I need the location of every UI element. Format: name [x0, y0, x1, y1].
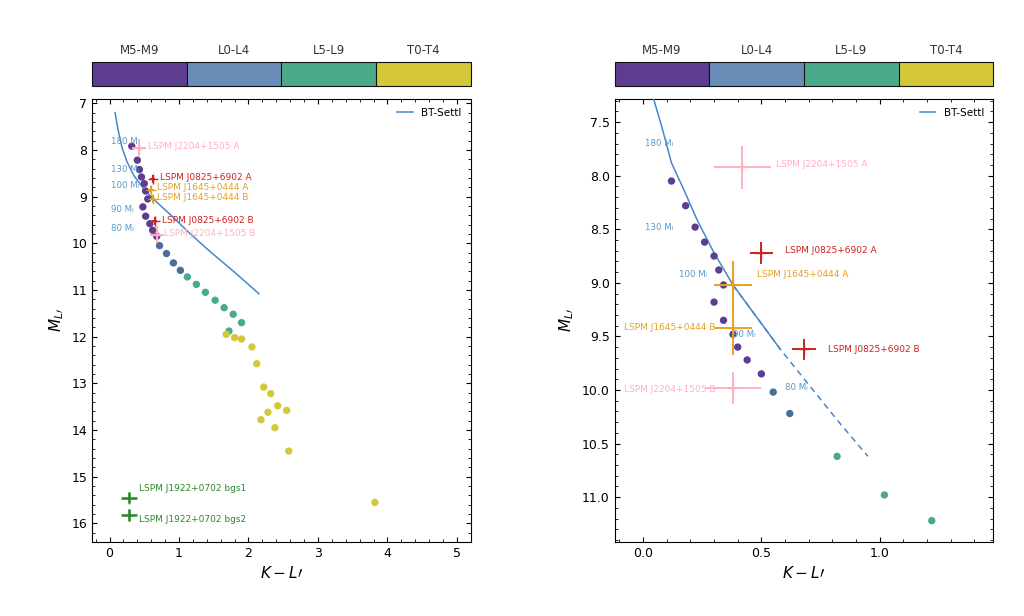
Point [131, 164, 147, 174]
Point [754, 369, 770, 379]
Text: LSPM J1645+0444 B: LSPM J1645+0444 B [624, 323, 716, 332]
Point [221, 326, 238, 336]
Point [135, 202, 152, 212]
Text: M5-M9: M5-M9 [120, 44, 160, 57]
Point [188, 280, 205, 290]
Point [924, 516, 940, 525]
Point [678, 201, 694, 211]
Text: LSPM J1922+0702 bgs2: LSPM J1922+0702 bgs2 [138, 515, 246, 524]
Y-axis label: $M_{L\prime}$: $M_{L\prime}$ [558, 309, 577, 332]
Point [262, 389, 279, 399]
Text: L0-L4: L0-L4 [740, 44, 773, 57]
Point [233, 334, 250, 344]
Point [739, 355, 756, 365]
X-axis label: $K - L\prime$: $K - L\prime$ [260, 565, 303, 582]
Point [244, 342, 260, 352]
Point [260, 407, 276, 417]
Point [136, 179, 153, 188]
Text: 100 Mₗ: 100 Mₗ [111, 181, 139, 190]
Legend: BT-Settl: BT-Settl [915, 103, 988, 122]
Point [664, 176, 680, 186]
Point [281, 446, 297, 456]
Text: M5-M9: M5-M9 [642, 44, 682, 57]
Point [144, 225, 161, 235]
Text: 100 Mₗ: 100 Mₗ [679, 270, 707, 279]
Point [687, 222, 703, 232]
Point [137, 211, 154, 221]
Point [279, 405, 295, 415]
Text: LSPM J2204+1505 B: LSPM J2204+1505 B [164, 229, 255, 238]
Point [716, 280, 732, 290]
Text: 180 Mₗ: 180 Mₗ [645, 139, 674, 148]
Point [124, 141, 140, 151]
Point [877, 490, 893, 500]
Point [266, 423, 283, 432]
Point [133, 172, 150, 182]
Text: 80 Mₗ: 80 Mₗ [111, 224, 134, 233]
Text: T0-T4: T0-T4 [408, 44, 439, 57]
Point [706, 251, 722, 261]
Point [696, 237, 713, 247]
Point [218, 330, 234, 339]
Point [225, 309, 242, 319]
Text: 90 Mₗ: 90 Mₗ [733, 330, 756, 339]
Text: LSPM J0825+6902 B: LSPM J0825+6902 B [162, 216, 253, 225]
Point [765, 387, 781, 397]
Point [269, 401, 286, 411]
Point [141, 219, 158, 229]
Text: LSPM J1645+0444 A: LSPM J1645+0444 A [157, 183, 248, 192]
Point [711, 265, 727, 275]
Text: L0-L4: L0-L4 [218, 44, 250, 57]
Point [152, 241, 168, 251]
Text: L5-L9: L5-L9 [312, 44, 345, 57]
Point [198, 288, 214, 298]
Point [725, 330, 741, 339]
Text: LSPM J1645+0444 A: LSPM J1645+0444 A [757, 270, 848, 279]
Y-axis label: $M_{L\prime}$: $M_{L\prime}$ [47, 309, 66, 332]
Legend: BT-Settl: BT-Settl [393, 103, 466, 122]
Point [828, 452, 845, 461]
Text: 80 Mₗ: 80 Mₗ [785, 383, 808, 392]
Point [367, 498, 383, 508]
Text: 180 Mₗ: 180 Mₗ [111, 137, 139, 146]
Text: LSPM J0825+6902 A: LSPM J0825+6902 A [160, 174, 251, 182]
Point [249, 359, 265, 368]
Text: LSPM J0825+6902 A: LSPM J0825+6902 A [785, 246, 877, 255]
Point [172, 265, 188, 275]
Text: T0-T4: T0-T4 [930, 44, 963, 57]
Point [148, 232, 165, 241]
Point [137, 186, 154, 196]
Point [207, 295, 223, 305]
Point [253, 415, 269, 424]
Text: LSPM J2204+1505 A: LSPM J2204+1505 A [148, 142, 240, 151]
Text: LSPM J1645+0444 B: LSPM J1645+0444 B [157, 193, 248, 202]
Point [179, 272, 196, 282]
Text: LSPM J1922+0702 bgs1: LSPM J1922+0702 bgs1 [138, 484, 246, 493]
Point [226, 333, 243, 342]
Text: 90 Mₗ: 90 Mₗ [111, 205, 133, 214]
Text: 130 Mₗ: 130 Mₗ [111, 165, 139, 174]
X-axis label: $K - L\prime$: $K - L\prime$ [782, 565, 825, 582]
Point [716, 315, 732, 325]
Point [706, 297, 722, 307]
Text: LSPM J0825+6902 B: LSPM J0825+6902 B [827, 345, 920, 354]
Point [216, 303, 232, 313]
Point [139, 194, 156, 204]
Point [159, 249, 175, 259]
Text: 130 Mₗ: 130 Mₗ [645, 222, 674, 232]
Point [129, 155, 145, 165]
Point [729, 342, 745, 352]
Point [256, 382, 272, 392]
Text: L5-L9: L5-L9 [836, 44, 867, 57]
Point [781, 408, 798, 418]
Text: LSPM J2204+1505 A: LSPM J2204+1505 A [775, 161, 867, 169]
Text: LSPM J2204+1505 B: LSPM J2204+1505 B [624, 386, 716, 394]
Point [233, 318, 250, 328]
Point [165, 258, 181, 268]
